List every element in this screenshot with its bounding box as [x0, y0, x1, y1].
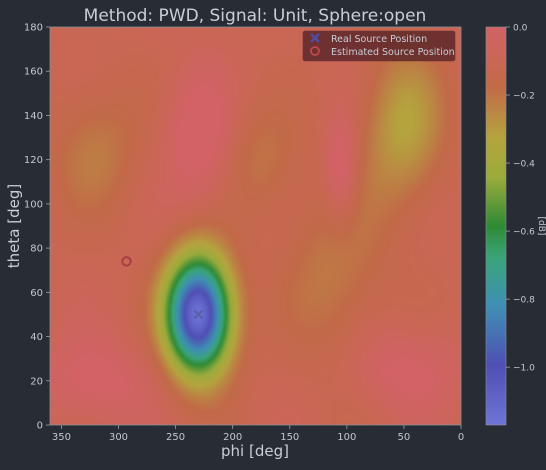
real-source-marker — [193, 309, 204, 320]
x-tick-label: 100 — [337, 432, 356, 443]
legend-estimated-label: Estimated Source Position — [331, 47, 455, 58]
y-tick-label: 20 — [30, 376, 43, 387]
x-tick-label: 150 — [280, 432, 299, 443]
colorbar-tick-label: −0.4 — [513, 160, 535, 170]
legend-real-marker — [310, 33, 320, 43]
x-axis-label: phi [deg] — [221, 442, 289, 460]
colorbar — [485, 26, 507, 426]
y-tick-label: 140 — [24, 111, 43, 122]
chart-title: Method: PWD, Signal: Unit, Sphere:open — [84, 6, 427, 26]
y-tick-label: 40 — [30, 332, 43, 343]
y-tick-label: 180 — [24, 23, 43, 34]
x-tick-label: 200 — [223, 432, 242, 443]
y-tick-label: 120 — [24, 155, 43, 166]
x-tick-label: 50 — [398, 432, 411, 443]
y-tick-label: 100 — [24, 199, 43, 210]
x-tick-label: 300 — [109, 432, 128, 443]
y-tick-label: 0 — [37, 421, 43, 432]
colorbar-tick-label: −0.8 — [513, 296, 535, 306]
x-tick-label: 350 — [52, 432, 71, 443]
legend-box — [302, 30, 456, 62]
colorbar-ticks: 0.0 −0.2 −0.4 −0.6 −0.8 −1.0 — [506, 24, 535, 374]
plot-frame — [49, 26, 462, 426]
y-tick-label: 60 — [30, 288, 43, 299]
heatmap-image — [50, 27, 461, 425]
colorbar-tick-label: 0.0 — [513, 24, 528, 34]
source-markers — [121, 256, 204, 320]
y-tick-label: 160 — [24, 67, 43, 78]
x-axis-ticks: 350 300 250 200 150 100 50 0 — [52, 425, 464, 443]
colorbar-tick-label: −0.2 — [513, 92, 535, 102]
y-axis-label: theta [deg] — [5, 184, 23, 268]
legend-real-label: Real Source Position — [331, 34, 427, 45]
colorbar-label: [dB] — [536, 217, 546, 236]
y-axis-ticks: 0 20 40 60 80 100 120 140 160 180 — [24, 23, 50, 432]
x-tick-label: 0 — [458, 432, 464, 443]
legend-estimated-marker — [310, 46, 320, 56]
colorbar-tick-label: −1.0 — [513, 364, 535, 374]
estimated-source-marker — [121, 256, 132, 267]
legend: Real Source Position Estimated Source Po… — [302, 30, 456, 62]
y-tick-label: 80 — [30, 244, 43, 255]
colorbar-tick-label: −0.6 — [513, 228, 535, 238]
x-tick-label: 250 — [166, 432, 185, 443]
